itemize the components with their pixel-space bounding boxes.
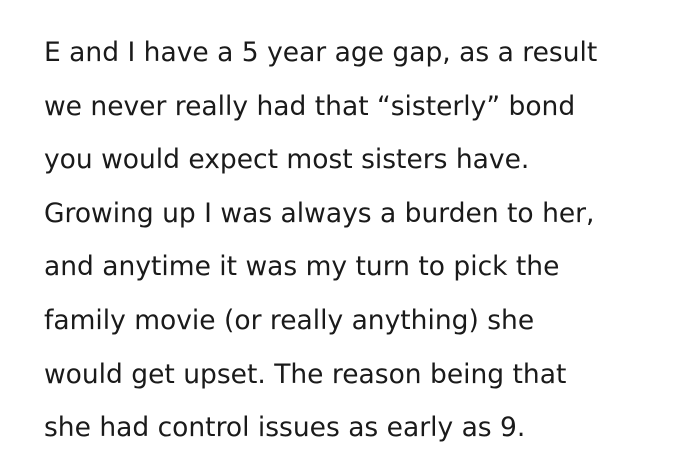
text-line: we never really had that “sisterly” bond <box>44 90 576 122</box>
text-line: family movie (or really anything) she <box>44 304 535 336</box>
text-line: would get upset. The reason being that <box>44 358 567 390</box>
text-line: she had control issues as early as 9. <box>44 412 526 444</box>
text-line: E and I have a 5 year age gap, as a resu… <box>44 37 598 68</box>
text-paragraph: E and I have a 5 year age gap, as a resu… <box>44 26 597 455</box>
text-line: and anytime it was my turn to pick the <box>44 251 560 283</box>
text-line: you would expect most sisters have. <box>44 144 530 176</box>
text-line: Growing up I was always a burden to her, <box>44 197 595 229</box>
